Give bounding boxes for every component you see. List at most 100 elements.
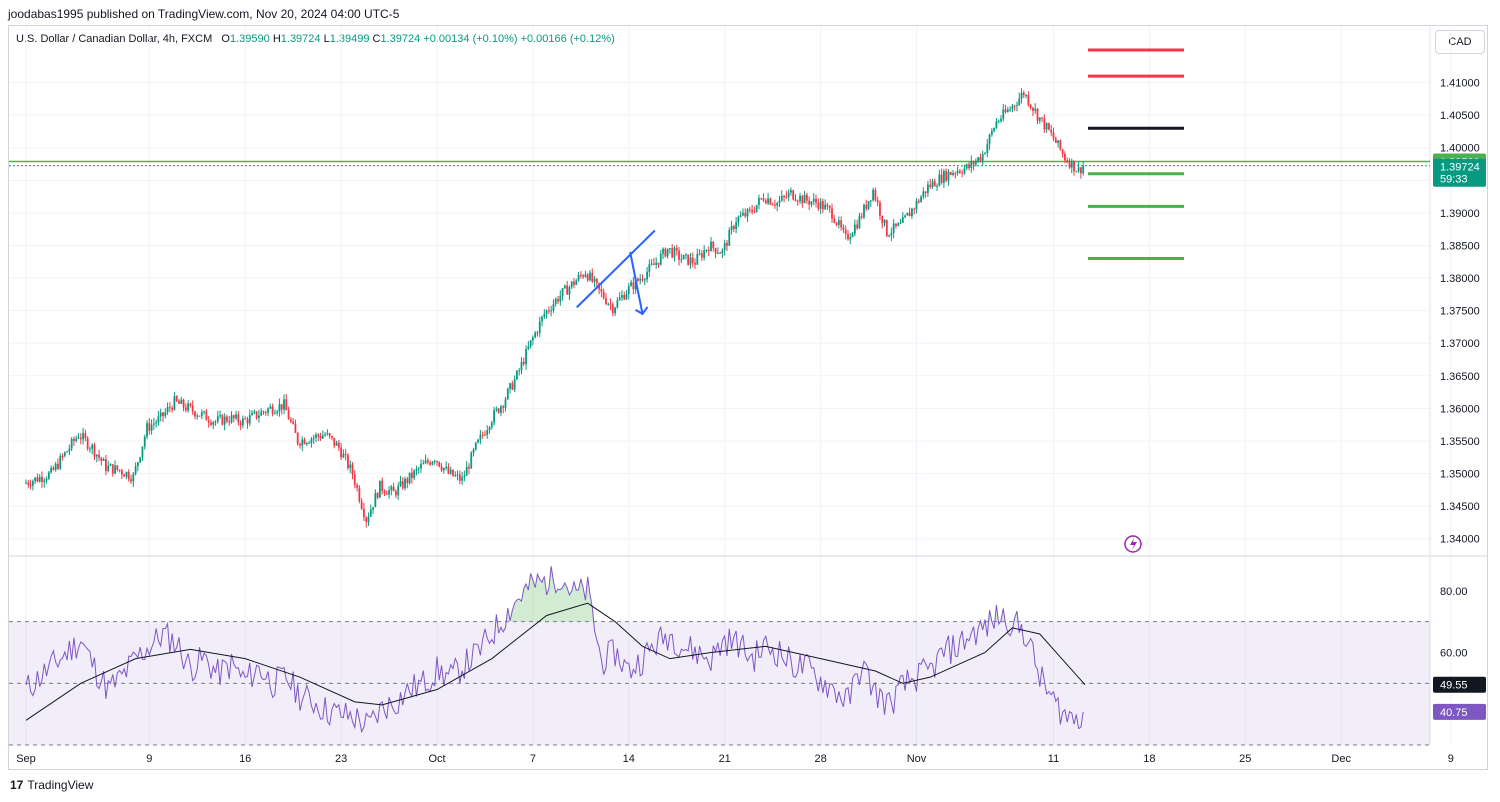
candle-body — [988, 134, 991, 145]
candle-body — [248, 415, 251, 424]
candle-body — [1057, 140, 1059, 143]
candle-body — [1034, 108, 1037, 111]
legend-low-label: L — [323, 33, 330, 45]
candle-body — [602, 291, 605, 299]
candle-body — [303, 439, 306, 445]
candle-body — [853, 224, 856, 234]
candle-body — [684, 254, 687, 256]
candle-body — [95, 454, 98, 457]
candle-body — [392, 486, 395, 492]
candle-body — [616, 300, 619, 308]
candle-body — [899, 222, 902, 224]
candle-body — [260, 411, 263, 416]
rsi-band-fill — [9, 621, 1430, 745]
trend-line — [629, 251, 644, 315]
countdown-label: 59:33 — [1440, 174, 1468, 186]
chart-frame — [8, 25, 1488, 770]
candle-body — [582, 275, 585, 277]
candle-body — [735, 222, 738, 230]
time-tick-label: 7 — [530, 753, 536, 765]
rsi-ma-line — [25, 602, 1086, 721]
candle-body — [230, 415, 233, 423]
candle-body — [84, 433, 87, 439]
candle-body — [687, 254, 690, 265]
candle-body — [876, 200, 879, 203]
candle-body — [292, 421, 295, 424]
currency-button[interactable]: CAD — [1435, 30, 1485, 54]
candle-body — [139, 457, 142, 463]
candle-body — [751, 209, 753, 212]
candle-body — [785, 196, 788, 198]
candle-body — [328, 433, 331, 437]
candle-body — [383, 490, 386, 494]
candle-body — [86, 438, 89, 449]
candle-body — [319, 436, 322, 439]
time-tick-label: Dec — [1331, 753, 1351, 765]
candle-body — [561, 288, 564, 296]
candle-body — [808, 200, 811, 205]
rsi-value-label-bg — [1433, 703, 1486, 720]
candle-body — [374, 493, 377, 508]
candle-body — [324, 434, 327, 436]
candle-body — [264, 412, 267, 414]
candle-body — [497, 408, 500, 413]
candle-body — [422, 463, 425, 465]
candle-body — [965, 164, 968, 169]
time-tick-label: 25 — [1239, 753, 1251, 765]
candle-body — [121, 470, 123, 475]
candle-body — [173, 396, 176, 410]
candle-body — [452, 469, 454, 476]
candle-body — [155, 422, 158, 424]
candle-body — [385, 493, 388, 495]
candle-body — [424, 460, 427, 464]
candle-body — [771, 204, 774, 206]
candle-body — [127, 472, 130, 480]
candle-body — [958, 170, 961, 173]
candle-body — [50, 467, 53, 473]
candle-body — [737, 216, 740, 223]
legend-high-label: H — [272, 33, 281, 45]
tradingview-logo-text: TradingView — [27, 778, 94, 792]
time-tick-label: 16 — [239, 753, 251, 765]
candle-body — [810, 201, 813, 205]
candle-body — [413, 470, 416, 478]
candle-body — [851, 233, 854, 238]
candle-body — [212, 422, 215, 425]
candle-body — [577, 274, 580, 281]
candle-body — [968, 164, 970, 169]
candle-body — [550, 310, 553, 312]
candle-body — [849, 237, 852, 240]
candle-body — [826, 204, 829, 207]
candle-body — [61, 456, 64, 458]
candle-body — [927, 184, 929, 193]
candle-body — [611, 304, 614, 314]
candle-body — [164, 412, 167, 417]
candle-body — [360, 501, 363, 509]
candle-body — [758, 198, 760, 205]
candle-body — [986, 144, 989, 154]
chart-legend: U.S. Dollar / Canadian Dollar, 4h, FXCM … — [16, 33, 615, 45]
candle-body — [207, 420, 210, 423]
candle-body — [342, 453, 345, 458]
candle-body — [100, 457, 103, 461]
candle-body — [287, 410, 290, 420]
candle-body — [842, 227, 845, 230]
rsi-overbought-fill — [26, 566, 1084, 622]
candle-body — [486, 430, 489, 435]
legend-symbol: U.S. Dollar / Canadian Dollar, 4h, FXCM — [16, 33, 213, 45]
candle-body — [166, 407, 169, 413]
candle-body — [691, 257, 694, 263]
candle-body — [296, 432, 299, 444]
candle-body — [187, 403, 190, 411]
candle-body — [105, 459, 107, 472]
candle-body — [742, 212, 744, 216]
candle-body — [970, 161, 973, 169]
tradingview-logo[interactable]: 17 TradingView — [10, 778, 93, 792]
candle-body — [673, 248, 676, 258]
candle-body — [397, 485, 400, 496]
candle-body — [614, 307, 616, 314]
price-tick-label: 1.41000 — [1440, 78, 1480, 90]
candle-body — [952, 173, 954, 175]
candle-body — [666, 248, 669, 257]
candle-body — [901, 217, 904, 223]
